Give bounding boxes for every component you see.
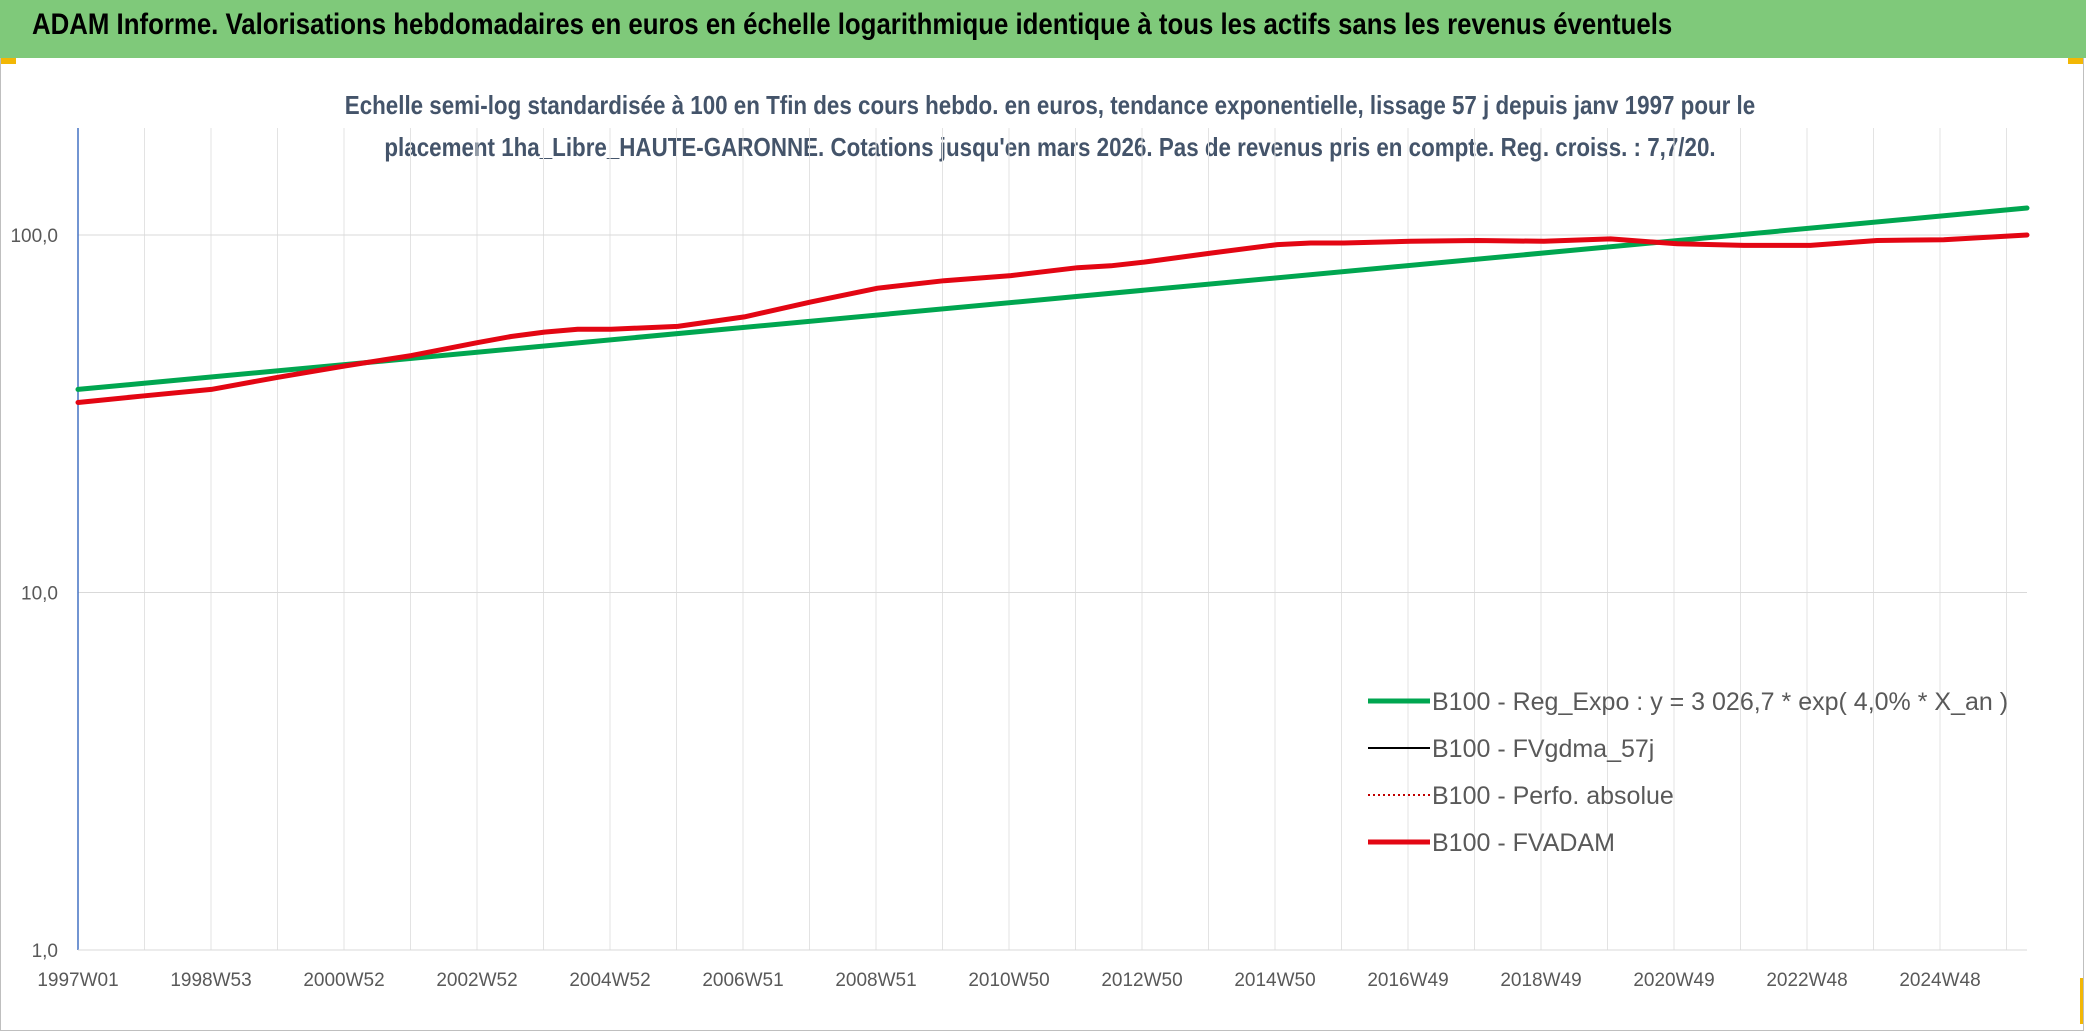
chart-title-line-2: placement 1ha_Libre_HAUTE-GARONNE. Cotat… bbox=[384, 132, 1716, 162]
x-tick-label: 1997W01 bbox=[37, 970, 118, 991]
y-tick-label: 10,0 bbox=[21, 584, 58, 605]
x-tick-label: 2016W49 bbox=[1367, 970, 1448, 991]
corner-accent-left bbox=[0, 58, 16, 64]
x-tick-label: 2010W50 bbox=[968, 970, 1049, 991]
x-tick-label: 2004W52 bbox=[569, 970, 650, 991]
chart-title-line-1: Echelle semi-log standardisée à 100 en T… bbox=[344, 90, 1756, 120]
y-tick-label: 1,0 bbox=[32, 941, 58, 962]
x-tick-label: 1998W53 bbox=[170, 970, 251, 991]
chart-frame bbox=[0, 58, 2084, 1031]
header-bar: ADAM Informe. Valorisations hebdomadaire… bbox=[0, 0, 2086, 58]
x-tick-label: 2022W48 bbox=[1766, 970, 1847, 991]
x-tick-label: 2014W50 bbox=[1234, 970, 1315, 991]
corner-accent-bottom-right bbox=[2080, 978, 2084, 1024]
x-tick-label: 2012W50 bbox=[1101, 970, 1182, 991]
x-tick-label: 2006W51 bbox=[702, 970, 783, 991]
x-tick-label: 2024W48 bbox=[1899, 970, 1980, 991]
legend-label: B100 - Perfo. absolue bbox=[1432, 782, 1674, 810]
page-title: ADAM Informe. Valorisations hebdomadaire… bbox=[32, 8, 1673, 41]
x-tick-label: 2002W52 bbox=[436, 970, 517, 991]
x-tick-label: 2008W51 bbox=[835, 970, 916, 991]
corner-accent-right bbox=[2068, 58, 2084, 64]
series-line-4 bbox=[75, 232, 2030, 405]
x-tick-label: 2018W49 bbox=[1500, 970, 1581, 991]
legend-label: B100 - Reg_Expo : y = 3 026,7 * exp( 4,0… bbox=[1432, 688, 2008, 716]
y-tick-label: 100,0 bbox=[10, 226, 58, 247]
legend-label: B100 - FVADAM bbox=[1432, 829, 1615, 857]
x-tick-label: 2020W49 bbox=[1633, 970, 1714, 991]
chart-title: Echelle semi-log standardisée à 100 en T… bbox=[319, 84, 1781, 168]
x-tick-label: 2000W52 bbox=[303, 970, 384, 991]
legend-label: B100 - FVgdma_57j bbox=[1432, 735, 1654, 763]
